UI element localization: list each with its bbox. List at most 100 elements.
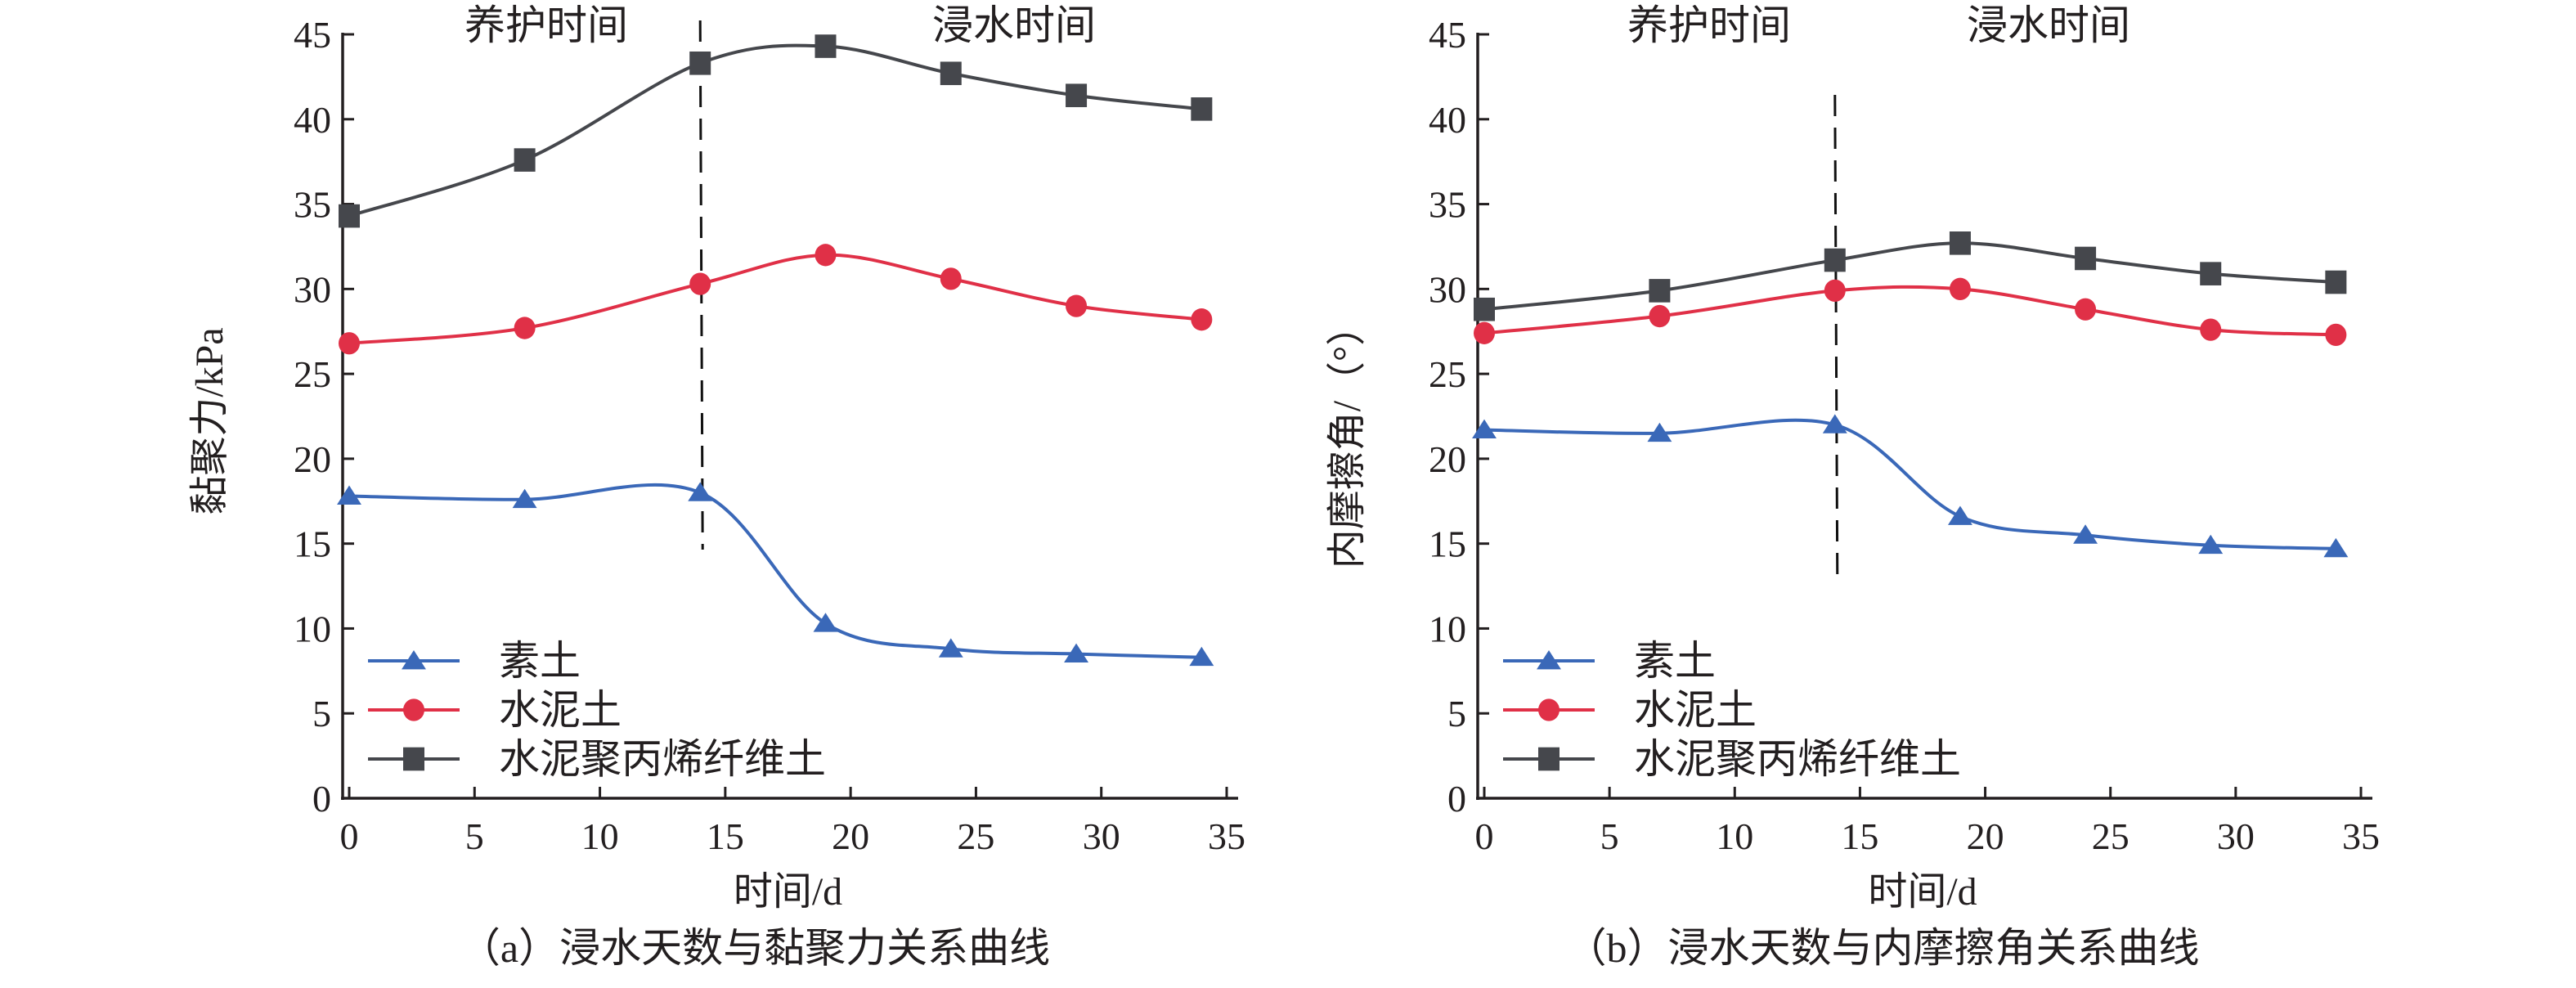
data-point-marker (815, 34, 837, 58)
y-tick-label: 15 (1429, 523, 1466, 565)
data-point-marker (689, 51, 711, 75)
data-point-marker (1189, 646, 1214, 667)
y-tick-label: 10 (1429, 608, 1466, 649)
data-point-marker (1066, 83, 1088, 108)
figure-caption: （a）浸水天数与黏聚力关系曲线 (460, 925, 1050, 971)
data-point-marker (1649, 304, 1671, 328)
x-tick-label: 25 (2092, 815, 2129, 857)
data-point-marker (2075, 298, 2097, 321)
data-point-marker (2323, 537, 2349, 558)
data-point-marker (2325, 270, 2347, 294)
figure-caption: （b）浸水天数与内摩擦角关系曲线 (1566, 925, 2200, 971)
x-tick-label: 0 (1475, 815, 1494, 857)
x-axis-title: 时间/d (1868, 870, 1977, 914)
legend-label: 素土 (499, 638, 581, 684)
annotation-immersion-time: 浸水时间 (932, 2, 1096, 48)
data-point-marker (689, 272, 711, 295)
series-square (1474, 231, 2347, 321)
data-point-marker (2198, 534, 2224, 555)
data-point-marker (514, 148, 536, 172)
data-point-marker (1474, 297, 1495, 321)
x-tick-label: 35 (2342, 815, 2380, 857)
y-tick-label: 25 (1429, 353, 1466, 395)
data-point-marker (815, 244, 837, 267)
x-tick-label: 15 (1841, 815, 1878, 857)
data-point-marker (2075, 246, 2097, 271)
x-tick-label: 20 (1967, 815, 2004, 857)
legend-marker (1538, 698, 1560, 721)
data-point-marker (2200, 318, 2222, 341)
y-tick-label: 45 (1429, 14, 1466, 56)
data-point-marker (1824, 248, 1846, 272)
series-triangle (337, 482, 1214, 667)
divider-dashed-line (1833, 94, 1839, 580)
legend-marker (1538, 747, 1560, 771)
series-line (348, 43, 1202, 218)
y-tick-label: 40 (1429, 99, 1466, 141)
series-circle (339, 244, 1213, 355)
y-tick-label: 10 (294, 608, 331, 649)
data-point-marker (1649, 279, 1671, 303)
data-point-marker (2325, 323, 2347, 347)
y-tick-label: 0 (312, 778, 331, 820)
legend-label: 水泥聚丙烯纤维土 (1634, 736, 1961, 782)
data-point-marker (337, 485, 361, 505)
annotation-curing-time: 养护时间 (1627, 2, 1791, 48)
data-point-marker (512, 488, 537, 509)
legend-marker (402, 650, 426, 670)
data-point-marker (1647, 422, 1672, 442)
y-tick-label: 20 (1429, 438, 1466, 480)
x-tick-label: 5 (1600, 815, 1619, 857)
y-axis-title: 内摩擦角/（°） (1326, 307, 1369, 569)
data-point-marker (688, 482, 713, 501)
x-tick-label: 15 (707, 815, 744, 857)
x-axis-title: 时间/d (734, 870, 842, 914)
data-point-marker (940, 61, 962, 86)
x-tick-label: 30 (2217, 815, 2255, 857)
x-tick-label: 5 (465, 815, 484, 857)
x-tick-label: 0 (340, 815, 359, 857)
legend-label: 水泥聚丙烯纤维土 (499, 736, 826, 782)
legend-marker (1537, 650, 1561, 670)
data-point-marker (1064, 643, 1089, 662)
y-tick-label: 45 (294, 14, 331, 56)
x-tick-label: 30 (1083, 815, 1120, 857)
series-triangle (1472, 414, 2349, 558)
x-tick-label: 10 (1716, 815, 1753, 857)
y-tick-label: 5 (1447, 693, 1466, 734)
legend-label: 水泥土 (499, 687, 622, 733)
data-point-marker (339, 332, 360, 355)
data-point-marker (1947, 505, 1972, 525)
annotation-immersion-time: 浸水时间 (1967, 2, 2130, 48)
series-square (339, 34, 1213, 228)
data-point-marker (938, 638, 963, 658)
data-point-marker (1824, 279, 1846, 303)
y-tick-label: 35 (294, 184, 331, 226)
y-tick-label: 30 (294, 268, 331, 310)
y-tick-label: 0 (1447, 778, 1466, 820)
y-tick-label: 35 (1429, 184, 1466, 226)
data-point-marker (940, 267, 962, 290)
data-point-marker (514, 317, 536, 339)
data-point-marker (1191, 308, 1213, 331)
annotation-curing-time: 养护时间 (464, 2, 628, 48)
y-tick-label: 15 (294, 523, 331, 565)
x-tick-label: 20 (832, 815, 869, 857)
data-point-marker (1191, 97, 1213, 121)
data-point-marker (1066, 294, 1088, 317)
y-tick-label: 20 (294, 438, 331, 480)
x-tick-label: 10 (581, 815, 619, 857)
series-line (348, 483, 1202, 659)
data-point-marker (2200, 262, 2222, 285)
y-tick-label: 40 (294, 99, 331, 141)
data-point-marker (813, 613, 838, 632)
chart-panel-b: 0 5 10 15 20 25 30 35 40 45 0 5 10 15 20 25 30 35 时间/d 内摩擦角… (1326, 2, 2380, 971)
chart-panel-a: 0 5 10 15 20 25 30 35 40 45 0 5 10 15 20 25 30 35 时间/d 黏聚力/… (188, 2, 1245, 971)
legend-label: 水泥土 (1634, 687, 1757, 733)
data-point-marker (2073, 524, 2098, 544)
data-point-marker (1949, 277, 1971, 300)
series-circle (1474, 277, 2347, 347)
x-tick-label: 25 (957, 815, 994, 857)
series-line (1483, 418, 2336, 550)
